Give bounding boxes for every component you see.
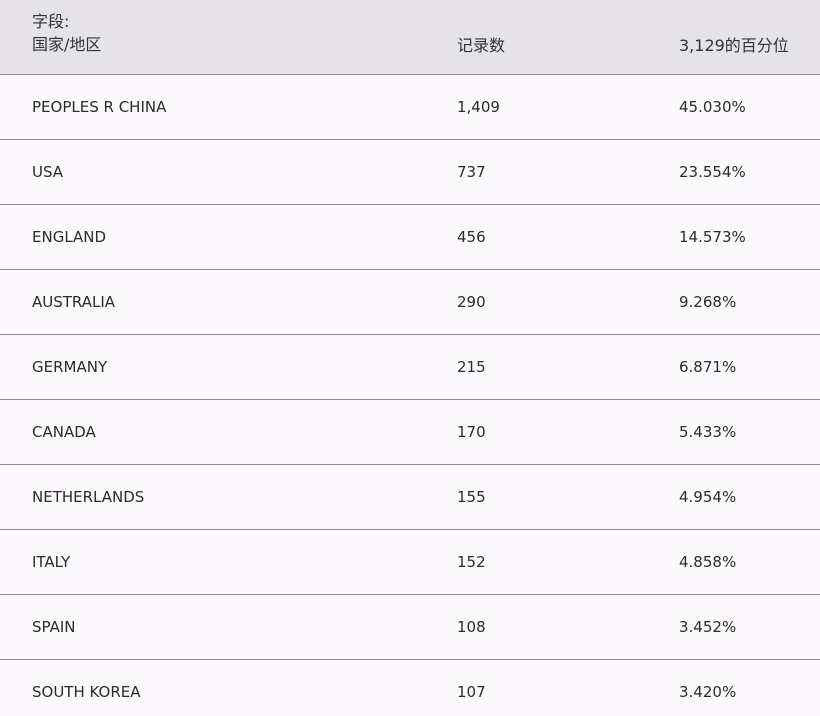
count-cell: 737: [457, 163, 486, 181]
percent-cell: 6.871%: [679, 358, 737, 376]
country-cell[interactable]: GERMANY: [32, 358, 108, 376]
country-cell[interactable]: ITALY: [32, 553, 71, 571]
country-cell[interactable]: USA: [32, 163, 64, 181]
percent-cell: 5.433%: [679, 423, 737, 441]
country-cell[interactable]: ENGLAND: [32, 228, 107, 246]
count-cell: 152: [457, 553, 486, 571]
count-cell: 456: [457, 228, 486, 246]
table-row: NETHERLANDS 155 4.954%: [0, 465, 820, 530]
table-row: CANADA 170 5.433%: [0, 400, 820, 465]
percent-cell: 9.268%: [679, 293, 737, 311]
percent-cell: 3.420%: [679, 683, 737, 701]
table-row: ENGLAND 456 14.573%: [0, 205, 820, 270]
count-cell: 107: [457, 683, 486, 701]
count-cell: 1,409: [457, 98, 500, 116]
percent-cell: 45.030%: [679, 98, 746, 116]
column-header-percentage[interactable]: 3,129的百分位: [679, 36, 789, 55]
field-label: 字段:: [32, 12, 70, 31]
table-row: ITALY 152 4.858%: [0, 530, 820, 595]
table-row: SPAIN 108 3.452%: [0, 595, 820, 660]
table-row: PEOPLES R CHINA 1,409 45.030%: [0, 75, 820, 140]
count-cell: 290: [457, 293, 486, 311]
count-cell: 155: [457, 488, 486, 506]
column-header-country-label: 国家/地区: [32, 35, 102, 54]
table-body: PEOPLES R CHINA 1,409 45.030% USA 737 23…: [0, 75, 820, 716]
count-cell: 170: [457, 423, 486, 441]
percent-cell: 14.573%: [679, 228, 746, 246]
table-row: SOUTH KOREA 107 3.420%: [0, 660, 820, 716]
country-cell[interactable]: SOUTH KOREA: [32, 683, 141, 701]
country-cell[interactable]: NETHERLANDS: [32, 488, 145, 506]
percent-cell: 4.858%: [679, 553, 737, 571]
percent-cell: 4.954%: [679, 488, 737, 506]
table-header: 字段: 国家/地区 记录数 3,129的百分位: [0, 0, 820, 75]
country-cell[interactable]: CANADA: [32, 423, 96, 441]
table-row: USA 737 23.554%: [0, 140, 820, 205]
percent-cell: 23.554%: [679, 163, 746, 181]
count-cell: 108: [457, 618, 486, 636]
column-header-country[interactable]: 字段: 国家/地区: [32, 10, 101, 56]
country-cell[interactable]: PEOPLES R CHINA: [32, 98, 167, 116]
count-cell: 215: [457, 358, 486, 376]
table-row: GERMANY 215 6.871%: [0, 335, 820, 400]
percent-cell: 3.452%: [679, 618, 737, 636]
table-row: AUSTRALIA 290 9.268%: [0, 270, 820, 335]
country-cell[interactable]: SPAIN: [32, 618, 76, 636]
country-cell[interactable]: AUSTRALIA: [32, 293, 116, 311]
column-header-record-count[interactable]: 记录数: [457, 36, 506, 55]
